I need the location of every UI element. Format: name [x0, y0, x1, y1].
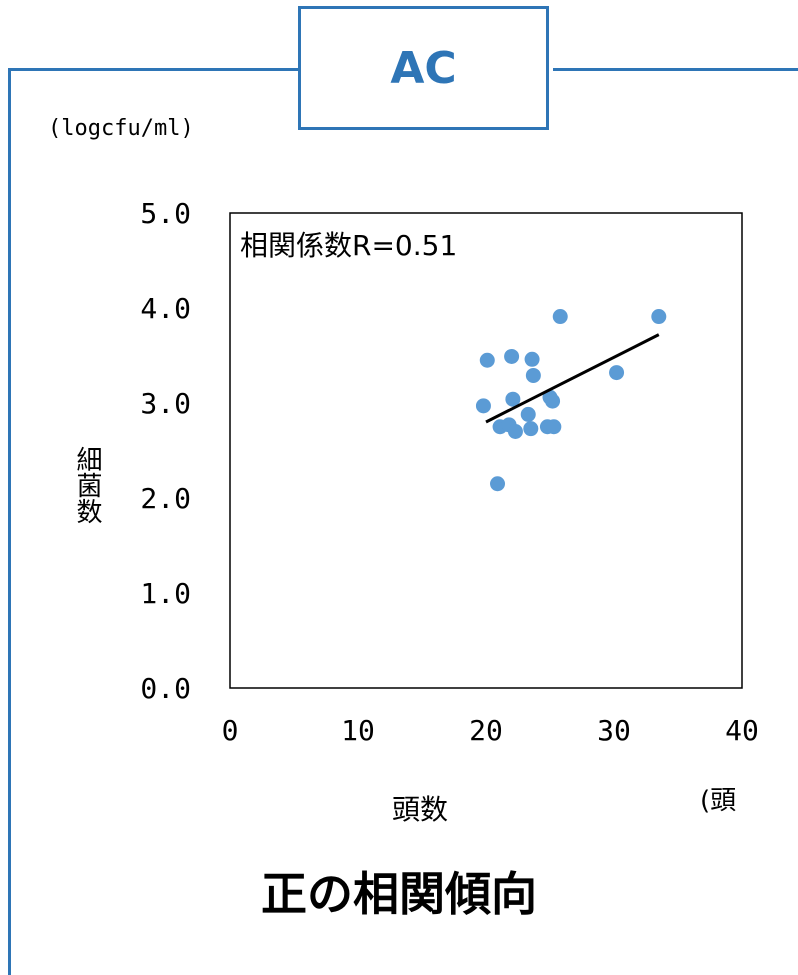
- data-point: [552, 309, 568, 325]
- data-point: [505, 391, 521, 407]
- data-point: [525, 367, 541, 383]
- x-tick-label: 20: [469, 714, 503, 747]
- data-point: [545, 393, 561, 409]
- data-point: [507, 424, 523, 439]
- x-tick-label: 0: [222, 714, 239, 747]
- x-tick-label: 40: [725, 714, 759, 747]
- data-point: [479, 352, 495, 368]
- data-point: [523, 421, 539, 437]
- frame-top-border-left: [8, 68, 300, 71]
- data-points: [475, 309, 667, 492]
- data-point: [546, 419, 562, 435]
- x-tick-label: 10: [341, 714, 375, 747]
- y-axis-title: 細菌数: [72, 446, 102, 524]
- data-point: [524, 351, 540, 367]
- trendline: [485, 333, 660, 424]
- header-tag-label: AC: [390, 42, 457, 94]
- header-tag-box: AC: [298, 6, 549, 130]
- y-tick-labels: 0.0 1.0 2.0 3.0 4.0 5.0: [140, 197, 191, 705]
- x-tick-labels: 0 10 20 30 40: [222, 714, 759, 747]
- data-point: [490, 476, 506, 492]
- data-point: [504, 348, 520, 364]
- frame-top-border-right: [553, 68, 798, 71]
- conclusion-title: 正の相関傾向: [261, 867, 537, 921]
- y-tick-label: 5.0: [140, 197, 191, 230]
- correlation-annotation: 相関係数R=0.51: [240, 229, 457, 262]
- data-point: [651, 309, 667, 325]
- y-tick-label: 2.0: [140, 482, 191, 515]
- y-tick-label: 0.0: [140, 672, 191, 705]
- frame-left-border: [8, 68, 11, 975]
- data-point: [475, 398, 491, 414]
- data-point: [520, 406, 536, 422]
- plot-area: [229, 212, 743, 689]
- y-tick-label: 4.0: [140, 292, 191, 325]
- y-unit-label: (logcfu/ml): [48, 116, 194, 141]
- x-unit-label: (頭: [700, 786, 737, 816]
- x-tick-label: 30: [597, 714, 631, 747]
- data-point: [609, 365, 625, 381]
- x-axis-title: 頭数: [392, 793, 449, 826]
- y-tick-label: 3.0: [140, 387, 191, 420]
- y-tick-label: 1.0: [140, 577, 191, 610]
